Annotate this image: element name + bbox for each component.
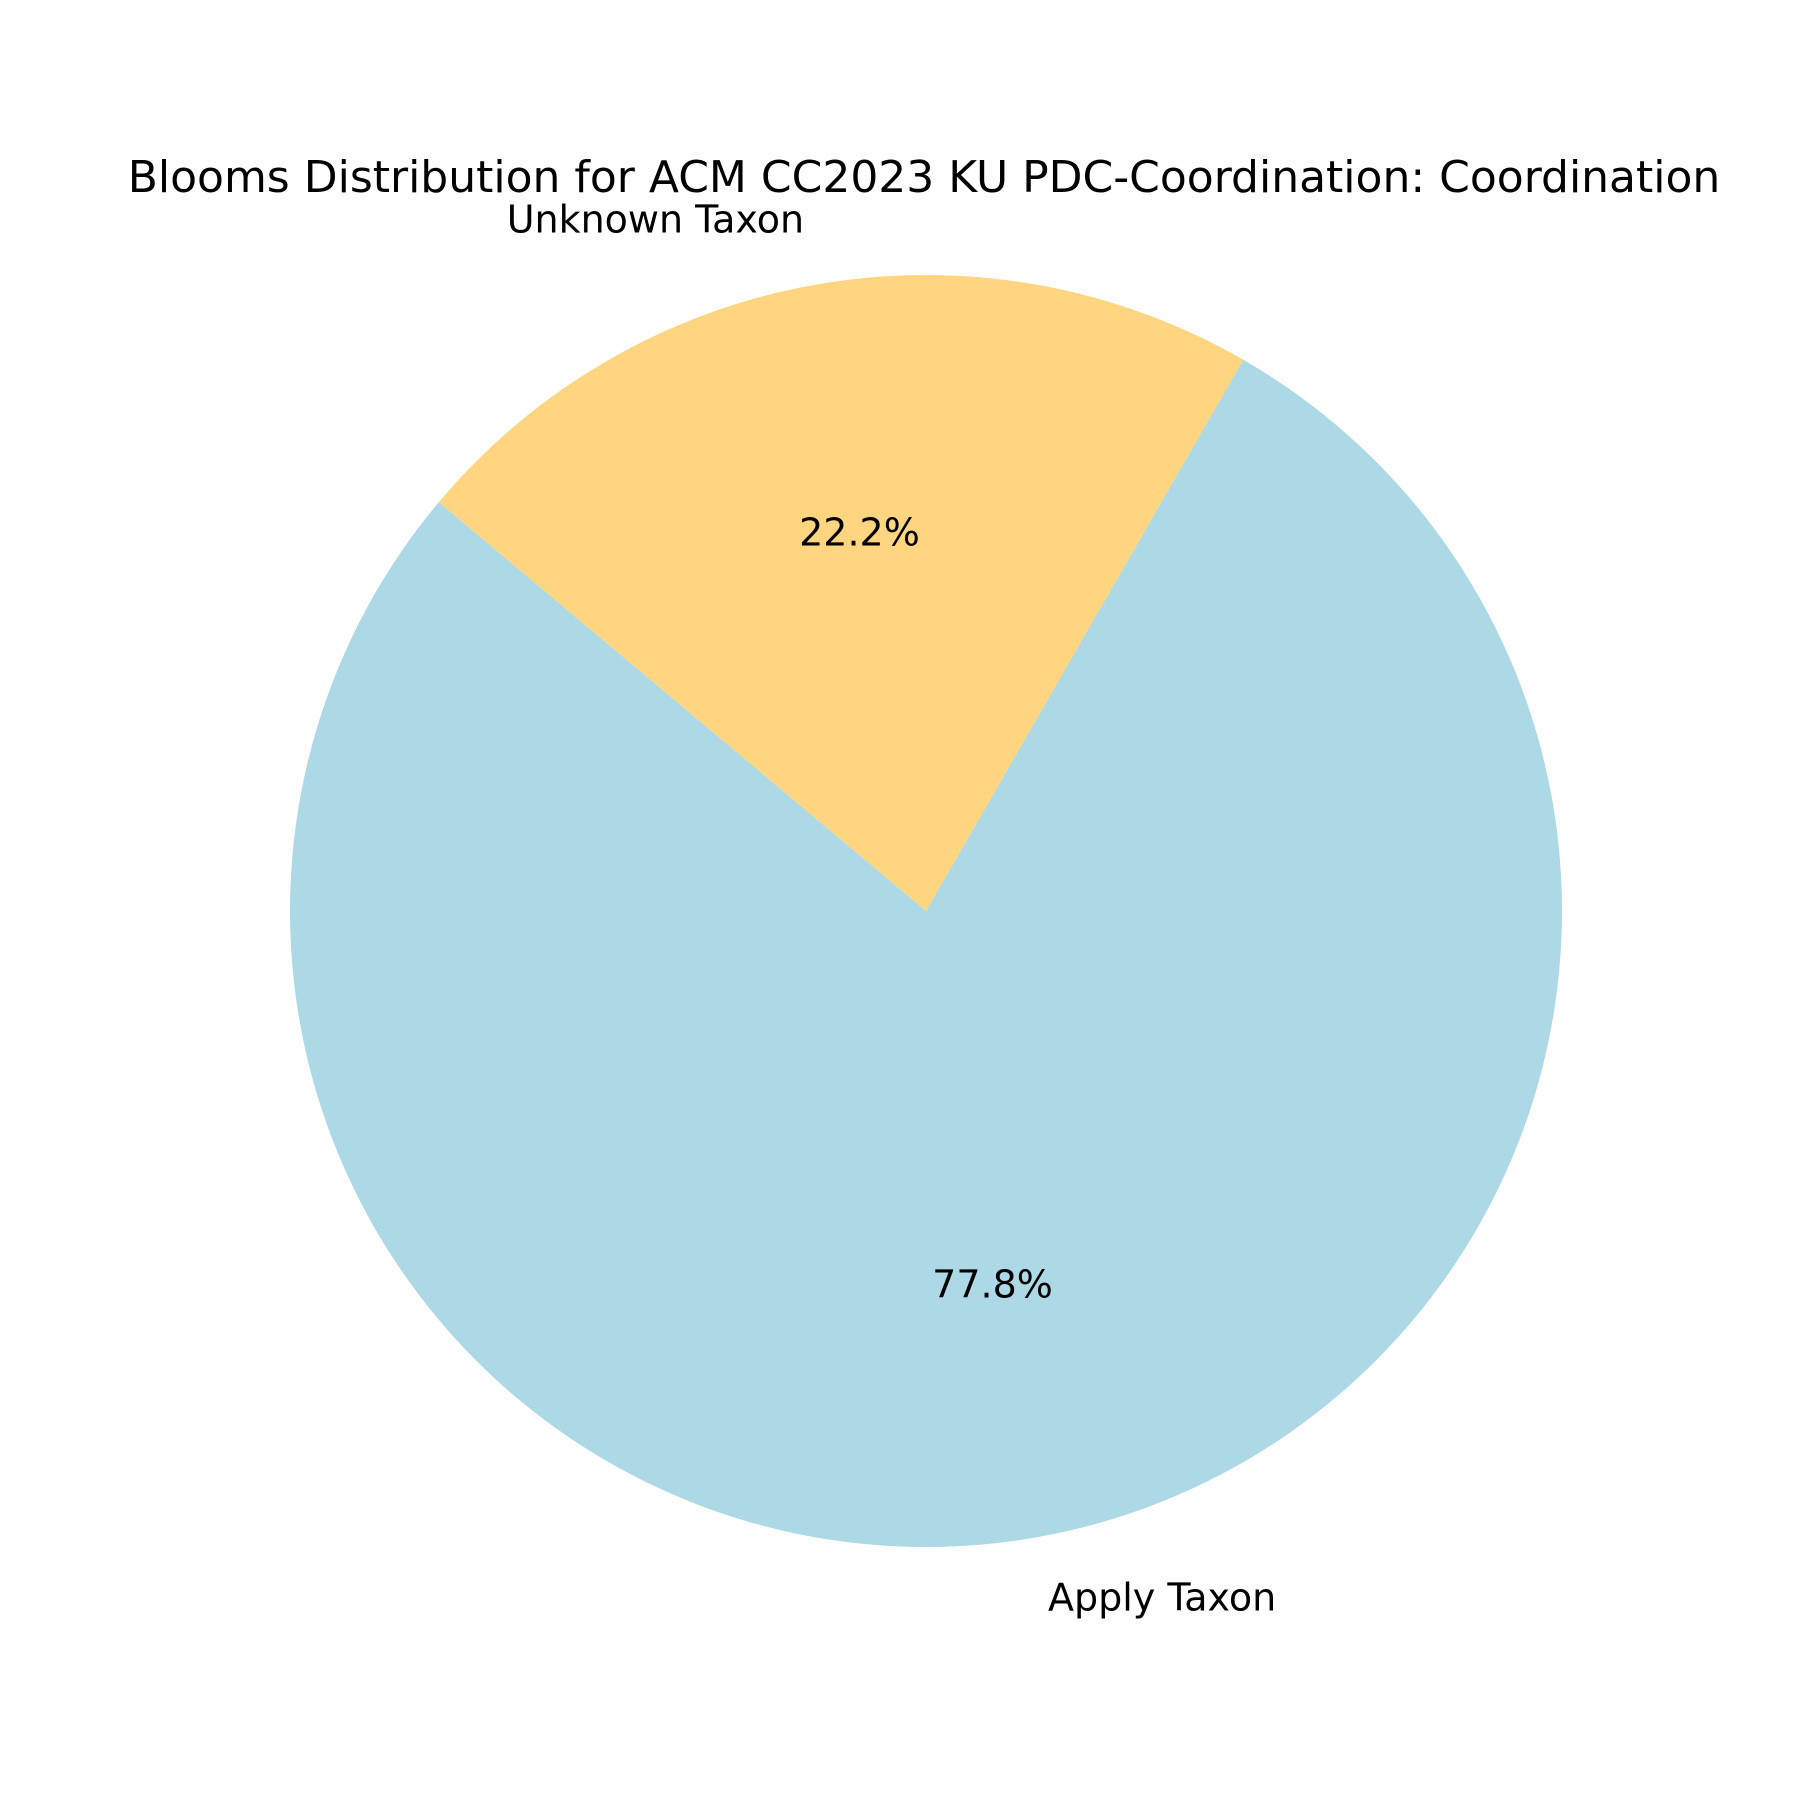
pie-slice-apply-taxon — [289, 359, 1563, 1548]
pie-slice-percentages: 77.8% 22.2% — [799, 511, 1053, 1307]
pie-slice-label: Apply Taxon — [1048, 1575, 1276, 1619]
pie-slice-percentage: 77.8% — [932, 1262, 1053, 1306]
pie-slice-percentage: 22.2% — [799, 511, 920, 555]
chart-title: Blooms Distribution for ACM CC2023 KU PD… — [128, 152, 1721, 203]
pie-slice-label: Unknown Taxon — [507, 198, 804, 242]
pie-slices — [289, 275, 1563, 1548]
pie-slice-labels: Apply Taxon Unknown Taxon — [507, 198, 1277, 1620]
pie-slice-unknown-taxon — [438, 275, 1244, 912]
